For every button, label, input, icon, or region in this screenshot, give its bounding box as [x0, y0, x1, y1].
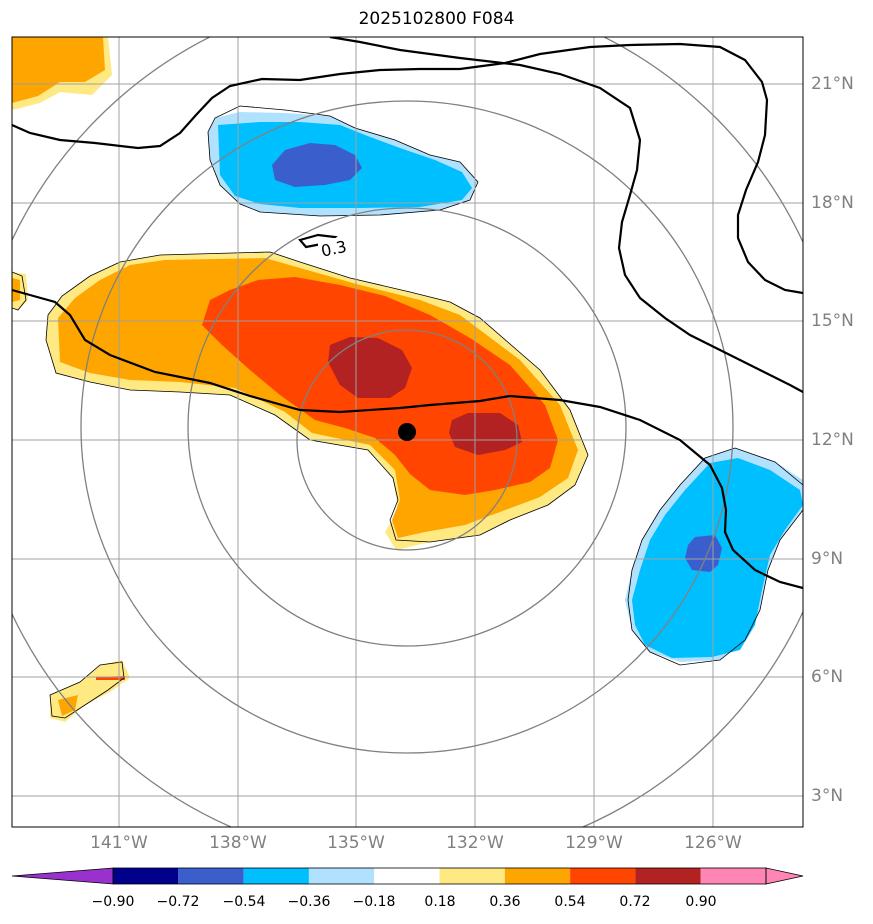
colorbar-bin [374, 868, 440, 884]
lon-label-138w: 138°W [209, 833, 267, 853]
lon-label-135w: 135°W [327, 833, 385, 853]
colorbar-tick-label: 0.54 [554, 894, 586, 910]
colorbar-bin [570, 868, 636, 884]
colorbar-tick-label: −0.54 [222, 894, 266, 910]
colorbar-bin [439, 868, 505, 884]
contour-line [329, 37, 803, 393]
contour-label-background [318, 238, 352, 256]
lat-label-15n: 15°N [811, 311, 854, 331]
lat-label-12n: 12°N [811, 430, 854, 450]
chart-title: 2025102800 F084 [358, 9, 515, 29]
field-outlines [12, 105, 803, 719]
lat-label-3n: 3°N [811, 786, 844, 806]
lon-label-141w: 141°W [90, 833, 148, 853]
colorbar-tick-label: 0.18 [424, 894, 456, 910]
colorbar-extend-high [765, 867, 804, 885]
shading-positive [12, 37, 588, 722]
shade-orange [58, 695, 78, 716]
contours [12, 37, 803, 590]
shade-dark-red [328, 337, 412, 398]
colorbar-bin [308, 868, 375, 884]
lon-label-132w: 132°W [446, 833, 504, 853]
colorbar-bin [178, 868, 244, 884]
shade-royal-blue [272, 143, 362, 187]
colorbar-tick-label: 0.36 [489, 894, 521, 910]
range-ring-2 [187, 207, 627, 647]
colorbar-tick-label: 0.90 [685, 894, 717, 910]
lon-label-126w: 126°W [684, 833, 742, 853]
colorbar-tick-label: −0.36 [287, 894, 331, 910]
colorbar-tick-label: −0.90 [91, 894, 135, 910]
colorbar-tick-label: −0.72 [156, 894, 200, 910]
map-frame [11, 36, 804, 828]
lon-label-129w: 129°W [565, 833, 623, 853]
range-ring-3 [80, 100, 734, 754]
range-rings [12, 37, 803, 827]
shading-negative [208, 112, 803, 662]
colorbar-bin [504, 868, 571, 884]
lat-label-6n: 6°N [811, 667, 844, 687]
colorbar-extend-low [11, 867, 114, 885]
contour-label: 0.3 [319, 237, 348, 261]
storm-center-marker [398, 423, 416, 441]
colorbar-bin [243, 868, 309, 884]
colorbar-tick-label: −0.18 [352, 894, 396, 910]
shade-dark-red [449, 413, 522, 455]
colorbar-bin [635, 868, 701, 884]
colorbar-outline [112, 867, 767, 885]
colorbar [11, 867, 804, 885]
lat-label-9n: 9°N [811, 549, 844, 569]
lat-label-18n: 18°N [811, 193, 854, 213]
lat-label-21n: 21°N [811, 74, 854, 94]
colorbar-bin [700, 868, 766, 884]
range-ring-1 [296, 329, 518, 551]
shade-orange [12, 37, 105, 103]
colorbar-tick-label: 0.72 [619, 894, 651, 910]
contour-line [12, 288, 803, 590]
contour-line [12, 42, 803, 295]
colorbar-bin [113, 868, 179, 884]
